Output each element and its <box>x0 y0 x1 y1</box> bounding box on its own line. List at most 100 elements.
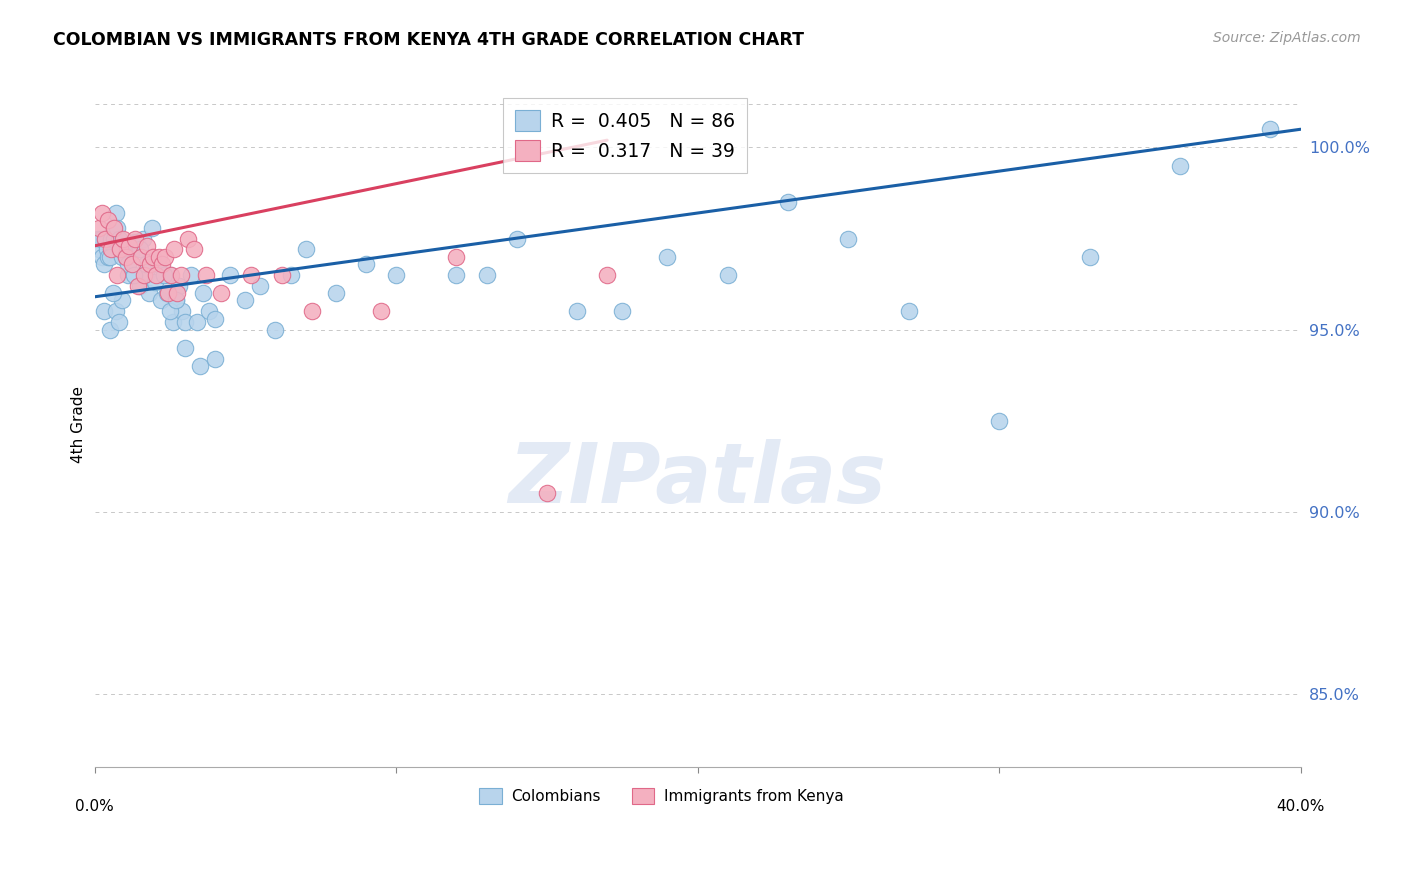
Point <box>162 315 184 329</box>
Point <box>988 414 1011 428</box>
Point <box>163 243 186 257</box>
Point <box>219 268 242 282</box>
Point <box>97 213 120 227</box>
Point <box>141 220 163 235</box>
Point <box>209 286 232 301</box>
Point <box>87 220 110 235</box>
Point <box>198 304 221 318</box>
Point <box>128 278 150 293</box>
Point <box>370 304 392 318</box>
Point <box>169 268 191 282</box>
Point <box>596 268 619 282</box>
Point <box>104 304 127 318</box>
Point <box>90 231 112 245</box>
Point <box>93 257 115 271</box>
Text: Source: ZipAtlas.com: Source: ZipAtlas.com <box>1213 31 1361 45</box>
Point <box>108 243 131 257</box>
Point <box>117 257 139 271</box>
Point <box>98 250 121 264</box>
Point <box>165 293 187 308</box>
Point <box>157 286 180 301</box>
Point <box>145 268 167 282</box>
Point <box>111 250 134 264</box>
Text: COLOMBIAN VS IMMIGRANTS FROM KENYA 4TH GRADE CORRELATION CHART: COLOMBIAN VS IMMIGRANTS FROM KENYA 4TH G… <box>53 31 804 49</box>
Point <box>117 268 139 282</box>
Point <box>93 304 115 318</box>
Point <box>86 231 108 245</box>
Point <box>159 268 181 282</box>
Point <box>87 243 110 257</box>
Point <box>152 257 174 271</box>
Point <box>475 268 498 282</box>
Point <box>188 359 211 373</box>
Point <box>122 268 145 282</box>
Point <box>101 220 124 235</box>
Point <box>146 257 169 271</box>
Point <box>174 315 197 329</box>
Point <box>132 231 155 245</box>
Point <box>159 304 181 318</box>
Point <box>156 286 179 301</box>
Point <box>166 286 188 301</box>
Point <box>105 220 128 235</box>
Point <box>837 231 859 245</box>
Point <box>165 293 187 308</box>
Point <box>385 268 408 282</box>
Point <box>149 293 172 308</box>
Point <box>177 231 200 245</box>
Point <box>114 239 136 253</box>
Point <box>565 304 588 318</box>
Point <box>153 268 176 282</box>
Point <box>104 206 127 220</box>
Point <box>135 257 157 271</box>
Point <box>120 246 142 260</box>
Point <box>103 220 125 235</box>
Point <box>121 257 143 271</box>
Point <box>118 239 141 253</box>
Point <box>94 231 117 245</box>
Point <box>204 351 226 366</box>
Point <box>124 231 146 245</box>
Point <box>174 341 197 355</box>
Point <box>101 286 124 301</box>
Point <box>105 268 128 282</box>
Point <box>191 286 214 301</box>
Point <box>128 243 150 257</box>
Point <box>141 250 163 264</box>
Point <box>155 250 177 264</box>
Text: 0.0%: 0.0% <box>75 799 114 814</box>
Point <box>301 304 323 318</box>
Y-axis label: 4th Grade: 4th Grade <box>72 385 86 463</box>
Point <box>264 322 287 336</box>
Point <box>167 278 190 293</box>
Point <box>111 293 134 308</box>
Point <box>1168 159 1191 173</box>
Point <box>143 275 166 289</box>
Point <box>204 311 226 326</box>
Point <box>112 239 135 253</box>
Point <box>127 278 149 293</box>
Point <box>536 486 558 500</box>
Point <box>270 268 292 282</box>
Point <box>122 235 145 249</box>
Point <box>325 286 347 301</box>
Point <box>98 322 121 336</box>
Point <box>136 239 159 253</box>
Point <box>107 231 129 245</box>
Point <box>100 243 122 257</box>
Point <box>138 286 160 301</box>
Point <box>183 243 205 257</box>
Point <box>186 315 208 329</box>
Point <box>294 243 316 257</box>
Point <box>107 315 129 329</box>
Legend: Colombians, Immigrants from Kenya: Colombians, Immigrants from Kenya <box>474 782 849 811</box>
Point <box>153 268 176 282</box>
Point <box>446 268 468 282</box>
Text: ZIPatlas: ZIPatlas <box>509 439 887 519</box>
Point <box>97 250 120 264</box>
Point <box>100 231 122 245</box>
Point <box>115 250 138 264</box>
Point <box>776 195 799 210</box>
Point <box>446 250 468 264</box>
Point <box>160 268 183 282</box>
